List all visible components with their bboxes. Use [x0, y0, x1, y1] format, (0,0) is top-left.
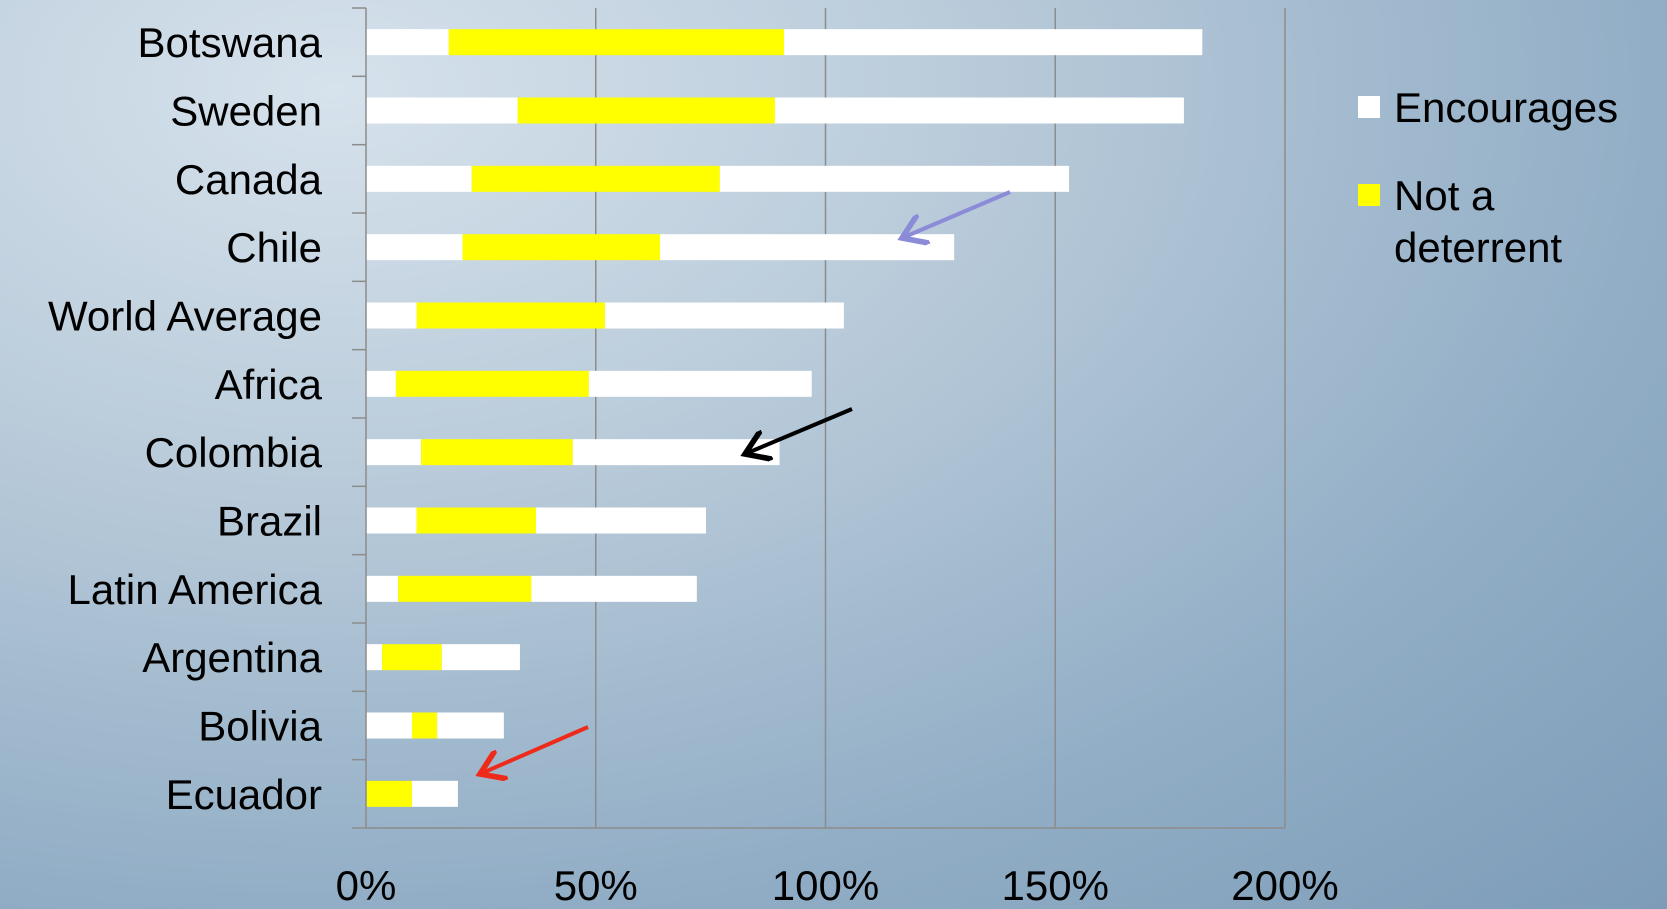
legend-swatch-encourages	[1358, 96, 1380, 118]
x-tick-label-50-: 50%	[554, 862, 638, 909]
bars	[366, 29, 1203, 807]
bar-argentina-segment-1	[366, 644, 383, 671]
bar-africa-segment-1	[366, 370, 396, 397]
bar-chile-segment-3	[660, 234, 955, 261]
category-label-chile: Chile	[226, 224, 322, 271]
bar-argentina-segment-3	[441, 644, 520, 671]
bar-botswana-segment-1	[366, 29, 449, 56]
tick-labels: 0% 50% 100% 150% 200%	[336, 862, 1339, 909]
annotation-arrows	[480, 190, 1011, 774]
category-label-latin-america: Latin America	[68, 566, 323, 613]
bar-africa-segment-2	[395, 370, 589, 397]
category-label-bolivia: Bolivia	[198, 703, 322, 750]
category-label-world-average: World Average	[48, 293, 322, 340]
bar-bolivia-segment-3	[437, 712, 504, 739]
bar-canada-segment-1	[366, 165, 472, 192]
bar-colombia-segment-1	[366, 439, 422, 466]
category-labels: Botswana Sweden Canada Chile World Average Af…	[48, 19, 323, 818]
bar-botswana-segment-2	[448, 29, 785, 56]
category-label-africa: Africa	[215, 361, 323, 408]
category-label-sweden: Sweden	[170, 88, 322, 135]
bar-sweden-segment-3	[774, 97, 1184, 124]
arrow-colombia	[745, 407, 853, 454]
bar-ecuador-segment-3	[411, 780, 458, 807]
arrow-chile	[902, 190, 1011, 238]
bar-sweden-segment-2	[517, 97, 775, 124]
bar-brazil-segment-3	[536, 507, 707, 534]
bar-argentina-segment-2	[382, 644, 442, 671]
bar-africa-segment-3	[588, 370, 812, 397]
bar-ecuador-segment-2	[366, 780, 412, 807]
bar-canada-segment-2	[471, 165, 720, 192]
bar-botswana-segment-3	[784, 29, 1203, 56]
y-axis	[352, 7, 1285, 829]
bar-bolivia-segment-1	[366, 712, 412, 739]
arrow-ecuador	[480, 725, 589, 774]
legend: Encourages Not a deterrent	[1358, 82, 1618, 310]
bar-chile-segment-2	[462, 234, 661, 261]
x-tick-label-200-: 200%	[1231, 862, 1338, 909]
bar-bolivia-segment-2	[411, 712, 438, 739]
category-label-colombia: Colombia	[145, 429, 323, 476]
bar-world-average-segment-3	[604, 302, 844, 329]
category-label-botswana: Botswana	[138, 19, 323, 66]
category-label-argentina: Argentina	[142, 634, 322, 681]
bar-world-average-segment-1	[366, 302, 417, 329]
bar-latin-america-segment-3	[531, 575, 697, 602]
category-label-ecuador: Ecuador	[166, 771, 322, 818]
bar-world-average-segment-2	[416, 302, 605, 329]
bar-chile-segment-1	[366, 234, 463, 261]
x-tick-label-0-: 0%	[336, 862, 397, 909]
bar-colombia-segment-2	[421, 439, 573, 466]
x-tick-label-150-: 150%	[1002, 862, 1109, 909]
bar-brazil-segment-1	[366, 507, 417, 534]
bar-latin-america-segment-2	[398, 575, 532, 602]
grid-lines	[595, 8, 1286, 828]
bar-latin-america-segment-1	[366, 575, 399, 602]
category-label-brazil: Brazil	[217, 498, 322, 545]
legend-item-encourages: Encourages	[1358, 82, 1618, 134]
x-tick-label-100-: 100%	[772, 862, 879, 909]
legend-label-not-a-deterrent: Not a deterrent	[1394, 172, 1563, 271]
bar-sweden-segment-1	[366, 97, 518, 124]
bar-brazil-segment-2	[416, 507, 537, 534]
legend-label-encourages: Encourages	[1394, 84, 1619, 131]
legend-item-not-a-deterrent: Not a deterrent	[1358, 170, 1618, 274]
legend-swatch-not-a-deterrent	[1358, 184, 1380, 206]
bar-canada-segment-3	[719, 165, 1070, 192]
category-label-canada: Canada	[175, 156, 323, 203]
